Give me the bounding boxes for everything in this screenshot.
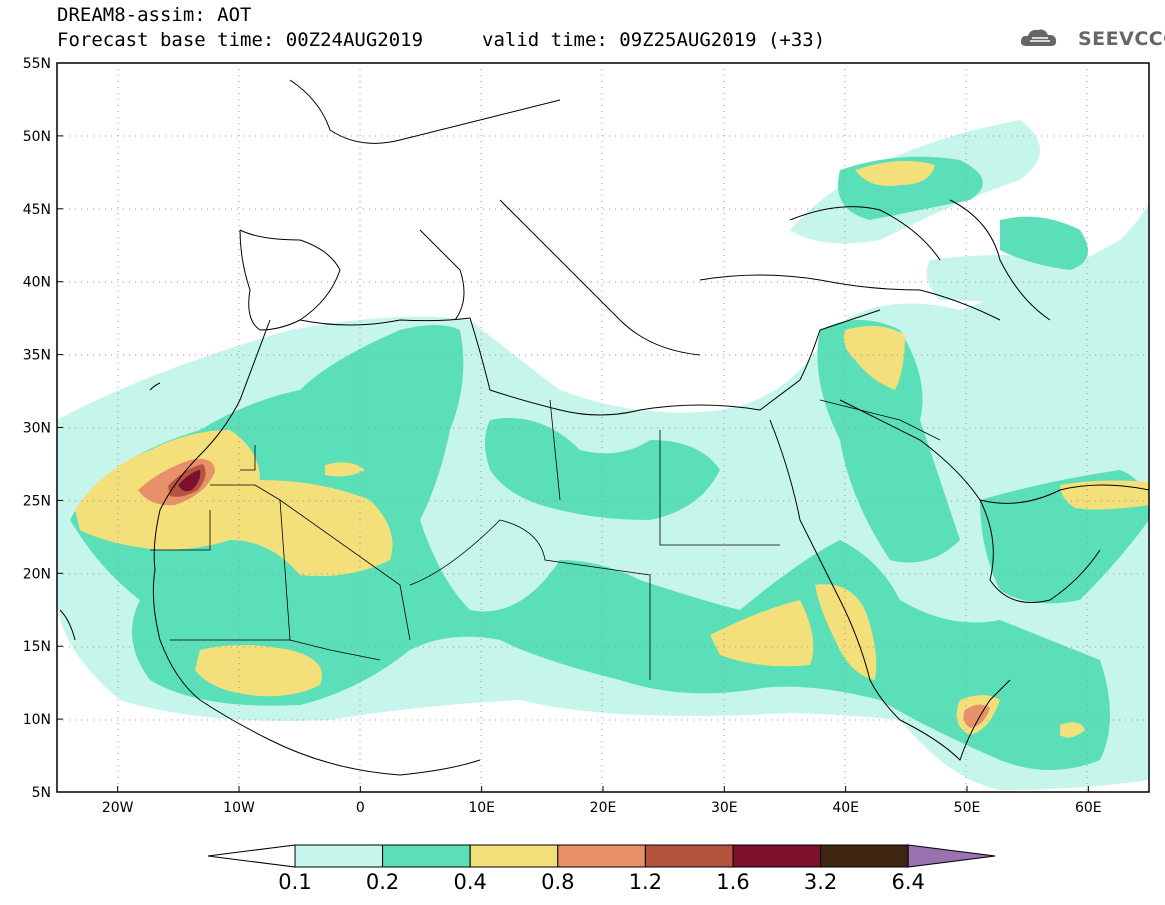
colorbar-level-label: 0.4	[453, 870, 487, 894]
lat-tick-label: 50N	[23, 129, 51, 145]
lon-tick-label: 20W	[102, 800, 134, 816]
colorbar-segment	[732, 844, 822, 868]
lon-tick-label: 10E	[468, 800, 495, 816]
colorbar-segment	[557, 844, 646, 868]
colorbar-level-label: 6.4	[891, 870, 925, 894]
lon-tick-label: 50E	[954, 800, 981, 816]
lon-tick-label: 10W	[223, 800, 255, 816]
lat-tick-label: 25N	[23, 493, 51, 509]
colorbar-segment	[820, 844, 909, 868]
title-line-2: Forecast base time: 00Z24AUG2019	[57, 29, 424, 51]
lat-tick-label: 55N	[23, 56, 51, 72]
lat-tick-label: 45N	[23, 202, 51, 218]
lat-tick-label: 5N	[32, 785, 51, 801]
colorbar-under-triangle	[207, 844, 296, 868]
country-borders	[150, 399, 941, 680]
lon-tick-label: 60E	[1075, 800, 1102, 816]
colorbar-level-label: 0.2	[365, 870, 400, 894]
colorbar-segment	[469, 844, 559, 868]
colorbar-segment	[644, 844, 734, 868]
graticule	[57, 63, 1149, 792]
cloud-logo-icon	[1020, 29, 1057, 46]
lat-tick-label: 15N	[23, 639, 51, 655]
valid-time: valid time: 09Z25AUG2019 (+33)	[482, 29, 826, 51]
colorbar-segment	[294, 844, 384, 868]
colorbar-over-triangle	[907, 844, 996, 868]
colorbar-segment	[382, 844, 471, 868]
colorbar-level-label: 1.6	[716, 870, 750, 894]
logo-text: SEEVCCC	[1078, 28, 1165, 50]
lat-tick-label: 20N	[23, 566, 51, 582]
latitude-ticks: 55N 50N 45N 40N 35N 30N 25N 20N 15N 10N 5N	[23, 56, 63, 801]
longitude-ticks: 20W 10W 0 10E 20E 30E 40E 50E 60E	[102, 786, 1102, 816]
lat-tick-label: 35N	[23, 348, 51, 364]
lon-tick-label: 40E	[832, 800, 859, 816]
colorbar-level-label: 1.2	[628, 870, 663, 894]
aot-field	[57, 63, 1149, 792]
colorbar-level-label: 0.1	[278, 870, 312, 894]
colorbar-level-label: 0.8	[541, 870, 575, 894]
coastlines	[59, 79, 1149, 776]
lon-tick-label: 0	[356, 800, 365, 816]
lon-tick-label: 20E	[590, 800, 617, 816]
colorbar	[207, 844, 996, 868]
lon-tick-label: 30E	[711, 800, 738, 816]
lat-tick-label: 40N	[23, 275, 51, 291]
lat-tick-label: 30N	[23, 421, 51, 437]
lat-tick-label: 10N	[23, 712, 51, 728]
title-line-1: DREAM8-assim: AOT	[57, 4, 252, 26]
colorbar-level-label: 3.2	[803, 870, 838, 894]
